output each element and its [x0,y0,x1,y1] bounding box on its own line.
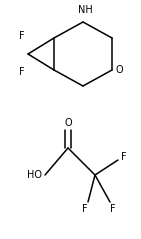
Text: F: F [19,67,25,77]
Text: HO: HO [27,170,42,180]
Text: F: F [19,31,25,41]
Text: O: O [116,65,124,75]
Text: O: O [64,118,72,128]
Text: F: F [110,204,116,214]
Text: F: F [121,152,127,162]
Text: NH: NH [78,5,92,15]
Text: F: F [82,204,88,214]
